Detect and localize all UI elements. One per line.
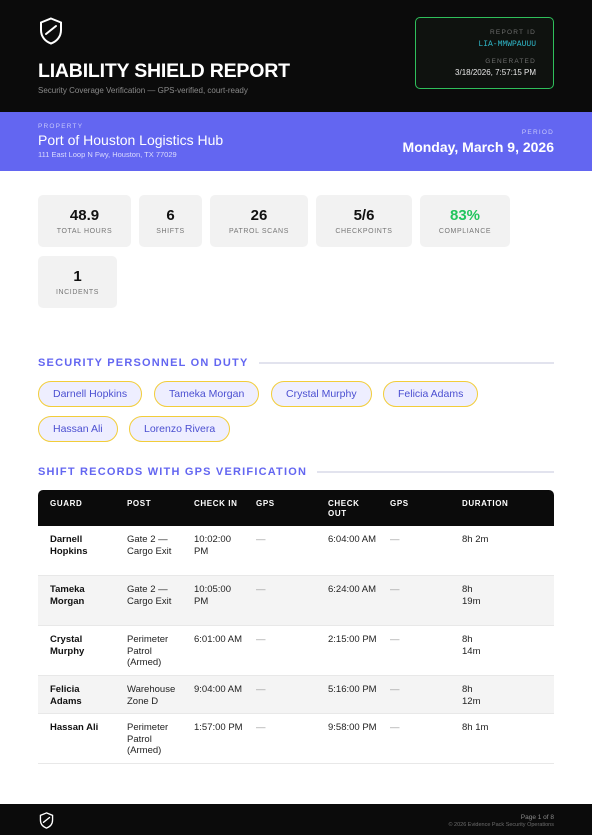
cell-guard: Crystal Murphy [50,634,85,657]
cell-post: Warehouse Zone D [127,684,176,707]
shifts-section-header: SHIFT RECORDS WITH GPS VERIFICATION [38,465,554,479]
property-band: PROPERTY Port of Houston Logistics Hub 1… [0,112,592,171]
report-subtitle: Security Coverage Verification — GPS-ver… [38,86,248,95]
column-header-guard: GUARD [50,499,83,508]
personnel-chip: Crystal Murphy [271,381,372,407]
copyright: © 2026 Evidence Pack Security Operations [448,822,554,828]
personnel-chip: Darnell Hopkins [38,381,143,407]
stat-label: SHIFTS [156,228,185,235]
personnel-chip: Lorenzo Rivera [129,416,231,442]
period-value: Monday, March 9, 2026 [402,139,554,155]
column-header-post: POST [127,499,152,508]
cell-check-in: 10:05:00 PM [194,584,231,607]
cell-check-out: 5:16:00 PM [328,684,377,695]
section-title: SHIFT RECORDS WITH GPS VERIFICATION [38,466,308,478]
stat-label: TOTAL HOURS [56,228,113,235]
column-header-gps-in: GPS [256,499,275,508]
cell-duration: 8h 19m [462,584,481,607]
stat-compliance: 83% COMPLIANCE [420,195,510,247]
report-id-value: LIA-MMWPAUUU [478,40,536,49]
cell-gps-out: — [390,584,400,595]
stat-total-hours: 48.9 TOTAL HOURS [38,195,131,247]
column-header-check-in: CHECK IN [194,499,238,508]
cell-gps-out: — [390,534,400,545]
shield-icon [39,812,54,829]
cell-gps-in: — [256,722,266,733]
stat-value: 6 [166,207,175,224]
stat-value: 26 [250,207,268,224]
cell-guard: Tameka Morgan [50,584,85,607]
property-label: PROPERTY [38,123,84,130]
property-name: Port of Houston Logistics Hub [38,132,224,148]
cell-check-out: 2:15:00 PM [328,634,377,645]
generated-value: 3/18/2026, 7:57:15 PM [455,68,536,77]
section-divider [258,362,554,364]
cell-post: Gate 2 — Cargo Exit [127,584,172,607]
cell-gps-in: — [256,634,266,645]
table-header: GUARD POST CHECK IN GPS CHECK OUT GPS DU… [38,490,554,526]
report-id-label: REPORT ID [490,29,536,36]
stat-label: PATROL SCANS [229,228,289,235]
cell-guard: Darnell Hopkins [50,534,88,557]
cell-post: Gate 2 — Cargo Exit [127,534,172,557]
cell-duration: 8h 12m [462,684,481,707]
stat-value: 1 [73,268,82,285]
cell-gps-out: — [390,684,400,695]
stat-patrol-scans: 26 PATROL SCANS [210,195,308,247]
table-row: Tameka Morgan Gate 2 — Cargo Exit 10:05:… [38,576,554,626]
cell-check-in: 10:02:00 PM [194,534,231,557]
cell-post: Perimeter Patrol (Armed) [127,722,169,756]
stat-label: CHECKPOINTS [335,228,393,235]
stat-value: 48.9 [69,207,100,224]
section-divider [317,471,554,473]
cell-check-in: 1:57:00 PM [194,722,243,733]
cell-check-in: 6:01:00 AM [194,634,243,645]
column-header-check-out: CHECK OUT [328,499,360,518]
cell-check-out: 6:24:00 AM [328,584,377,595]
cell-guard: Felicia Adams [50,684,82,707]
table-row: Crystal Murphy Perimeter Patrol (Armed) … [38,626,554,676]
cell-gps-in: — [256,534,266,545]
personnel-chip: Hassan Ali [38,416,118,442]
cell-check-out: 6:04:00 AM [328,534,377,545]
personnel-section-header: SECURITY PERSONNEL ON DUTY [38,356,554,370]
table-row: Hassan Ali Perimeter Patrol (Armed) 1:57… [38,714,554,764]
stat-value: 83% [449,207,481,224]
stat-incidents: 1 INCIDENTS [38,256,117,308]
shift-records-table: GUARD POST CHECK IN GPS CHECK OUT GPS DU… [38,490,554,764]
report-header: LIABILITY SHIELD REPORT Security Coverag… [0,0,592,112]
report-title: LIABILITY SHIELD REPORT [38,60,290,82]
stat-checkpoints: 5/6 CHECKPOINTS [316,195,412,247]
cell-check-in: 9:04:00 AM [194,684,243,695]
cell-post: Perimeter Patrol (Armed) [127,634,169,668]
cell-duration: 8h 2m [462,534,489,545]
shield-icon [40,17,62,45]
stat-label: INCIDENTS [55,289,100,296]
cell-gps-out: — [390,722,400,733]
column-header-duration: DURATION [462,499,509,508]
personnel-chip: Tameka Morgan [154,381,260,407]
section-title: SECURITY PERSONNEL ON DUTY [38,357,249,369]
cell-gps-in: — [256,684,266,695]
report-id-box: REPORT ID LIA-MMWPAUUU GENERATED 3/18/20… [415,17,554,89]
stat-value: 5/6 [353,207,375,224]
stat-shifts: 6 SHIFTS [139,195,202,247]
personnel-chip: Felicia Adams [383,381,479,407]
cell-guard: Hassan Ali [50,722,99,733]
cell-gps-in: — [256,584,266,595]
property-address: 111 East Loop N Fwy, Houston, TX 77029 [38,150,177,159]
table-row: Felicia Adams Warehouse Zone D 9:04:00 A… [38,676,554,714]
page-footer: Page 1 of 8 © 2026 Evidence Pack Securit… [0,804,592,835]
period-label: PERIOD [521,129,554,136]
page-number: Page 1 of 8 [520,814,554,821]
cell-gps-out: — [390,634,400,645]
column-header-gps-out: GPS [390,499,409,508]
generated-label: GENERATED [485,58,536,65]
cell-duration: 8h 1m [462,722,489,733]
table-row: Darnell Hopkins Gate 2 — Cargo Exit 10:0… [38,526,554,576]
cell-duration: 8h 14m [462,634,481,657]
stat-label: COMPLIANCE [438,228,492,235]
cell-check-out: 9:58:00 PM [328,722,377,733]
